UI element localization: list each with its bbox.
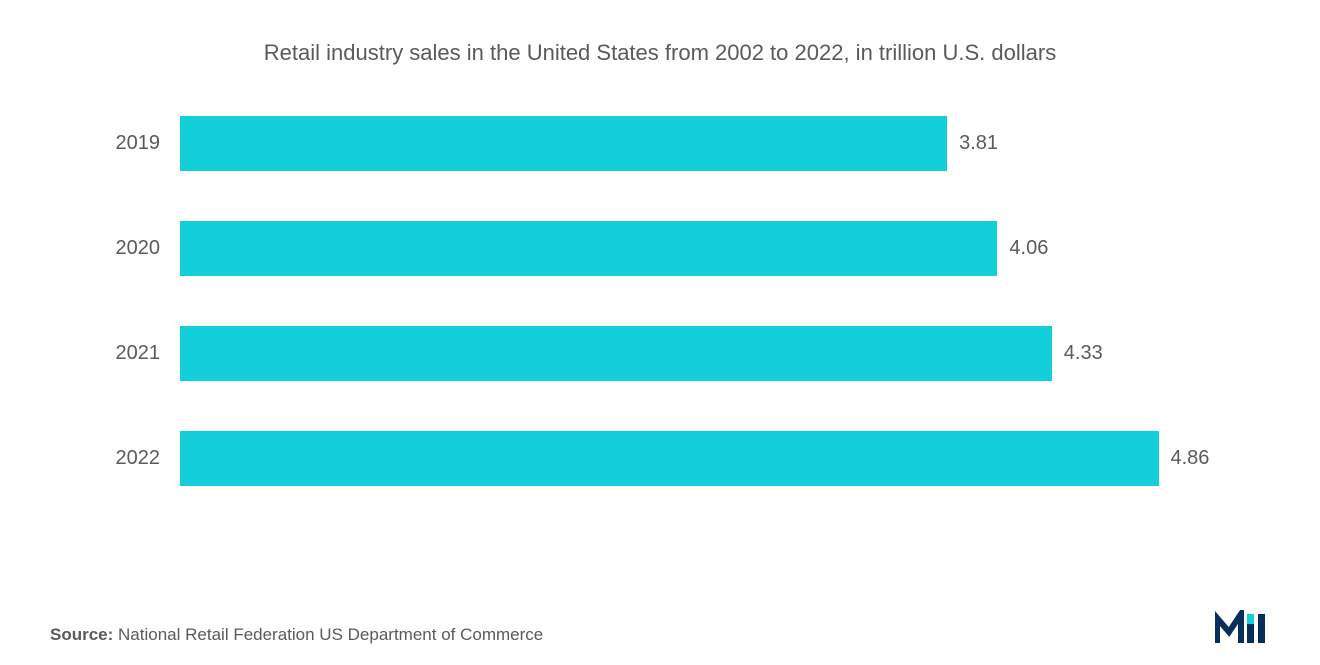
chart-title: Retail industry sales in the United Stat… <box>50 40 1270 66</box>
bar <box>180 221 997 276</box>
bar-value: 3.81 <box>959 132 998 155</box>
bar <box>180 326 1052 381</box>
source-prefix: Source: <box>50 625 113 644</box>
source-text: Source: National Retail Federation US De… <box>50 625 543 645</box>
bar-container: 4.06 <box>180 221 1210 276</box>
bar-row-2021: 2021 4.33 <box>110 326 1210 381</box>
bar-label: 2020 <box>110 237 180 260</box>
chart-area: 2019 3.81 2020 4.06 2021 4.33 2022 4.86 <box>50 116 1270 486</box>
bar-container: 4.33 <box>180 326 1210 381</box>
bar-value: 4.33 <box>1064 342 1103 365</box>
bar-value: 4.86 <box>1171 447 1210 470</box>
bar-label: 2019 <box>110 132 180 155</box>
bar-label: 2022 <box>110 447 180 470</box>
bar-row-2020: 2020 4.06 <box>110 221 1210 276</box>
bar-value: 4.06 <box>1009 237 1048 260</box>
bar-row-2022: 2022 4.86 <box>110 431 1210 486</box>
mordor-logo-icon <box>1215 610 1270 645</box>
bar-row-2019: 2019 3.81 <box>110 116 1210 171</box>
bar-container: 3.81 <box>180 116 1210 171</box>
source-row: Source: National Retail Federation US De… <box>50 610 1270 645</box>
source-body: National Retail Federation US Department… <box>118 625 543 644</box>
bar-label: 2021 <box>110 342 180 365</box>
bar-container: 4.86 <box>180 431 1210 486</box>
bar <box>180 431 1159 486</box>
bar <box>180 116 947 171</box>
